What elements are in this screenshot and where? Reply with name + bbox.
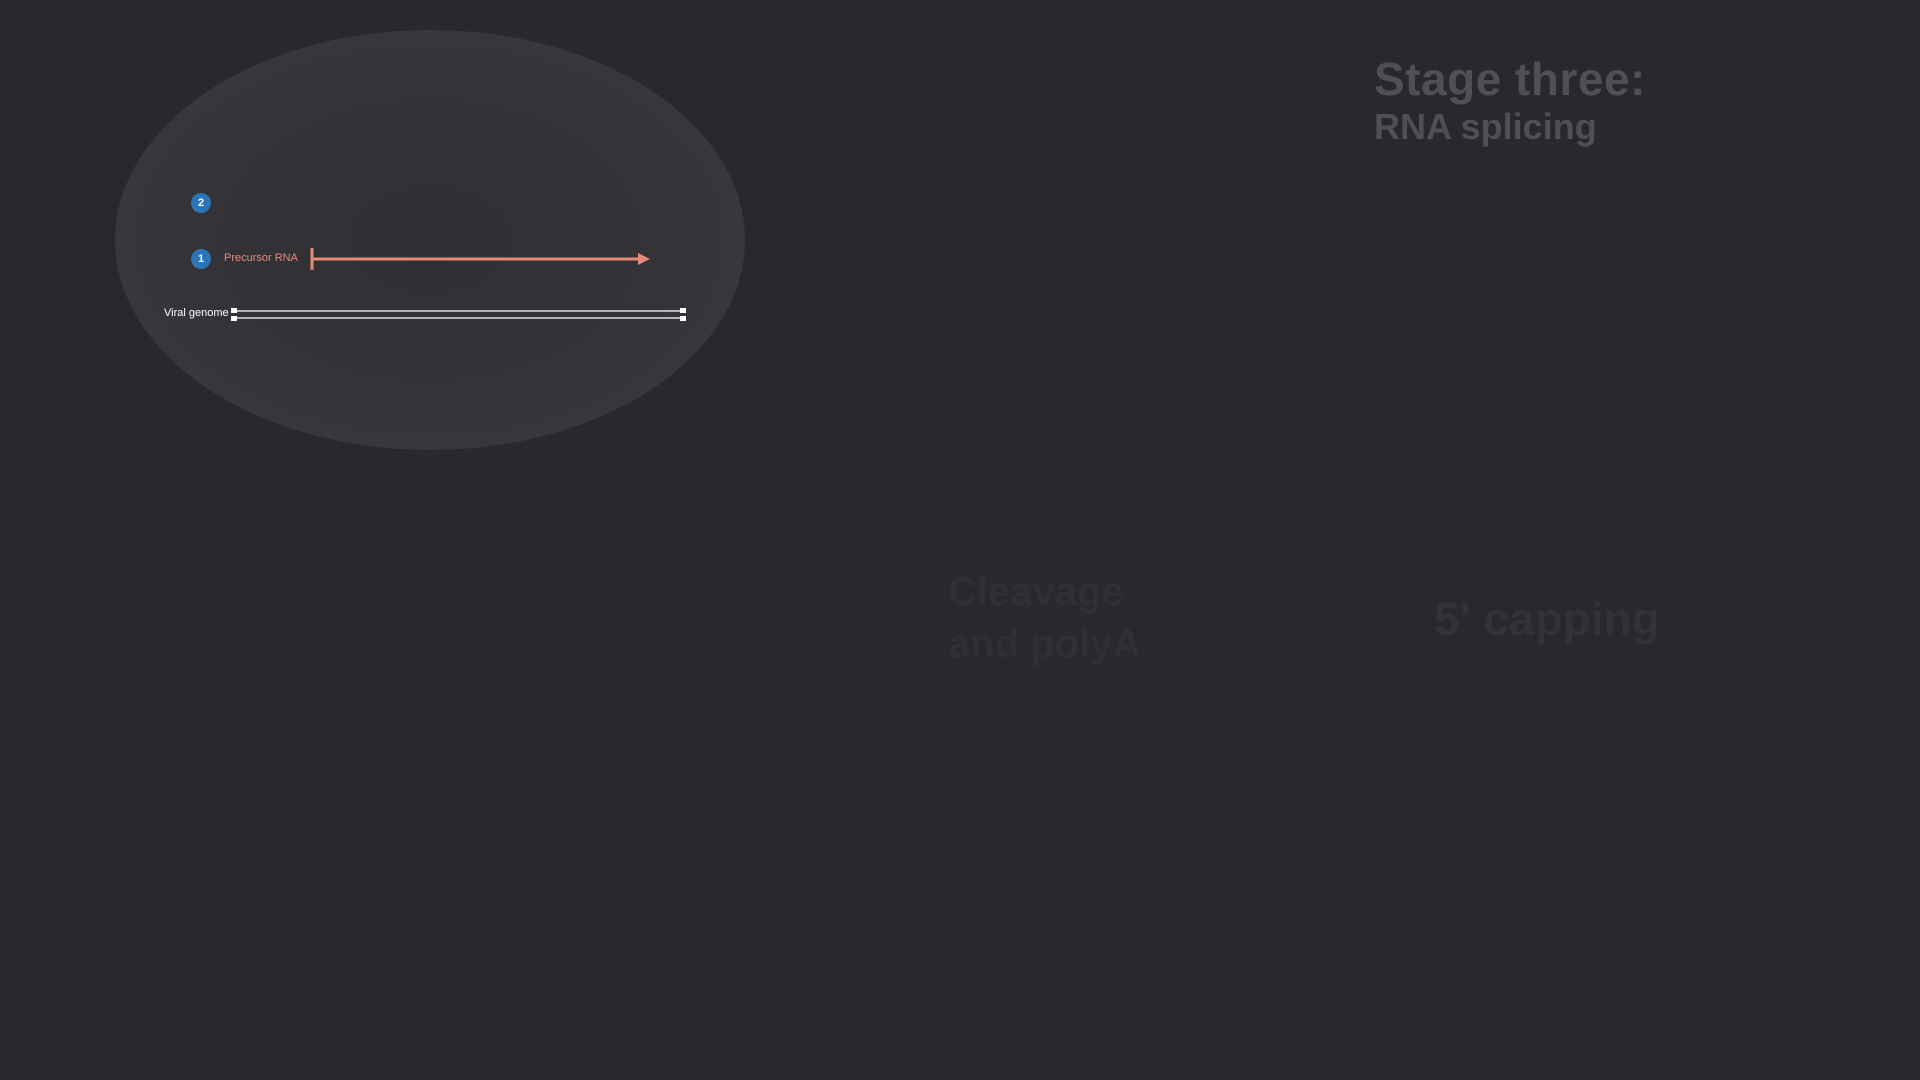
faded-cleavage-line1: Cleavage — [948, 570, 1124, 614]
faded-capping-text: 5' capping — [1434, 593, 1660, 645]
step-badge-2: 2 — [191, 193, 211, 213]
step-badge-1: 1 — [191, 249, 211, 269]
faded-cleavage-line2: and polyA — [948, 622, 1142, 666]
faded-cleavage-text: Cleavage and polyA — [948, 566, 1141, 670]
viral-genome-label: Viral genome — [164, 307, 229, 319]
nucleus-ellipse — [115, 30, 745, 450]
stage-title: Stage three: — [1374, 53, 1646, 105]
precursor-rna-label: Precursor RNA — [224, 252, 298, 264]
stage-subtitle: RNA splicing — [1374, 106, 1597, 147]
